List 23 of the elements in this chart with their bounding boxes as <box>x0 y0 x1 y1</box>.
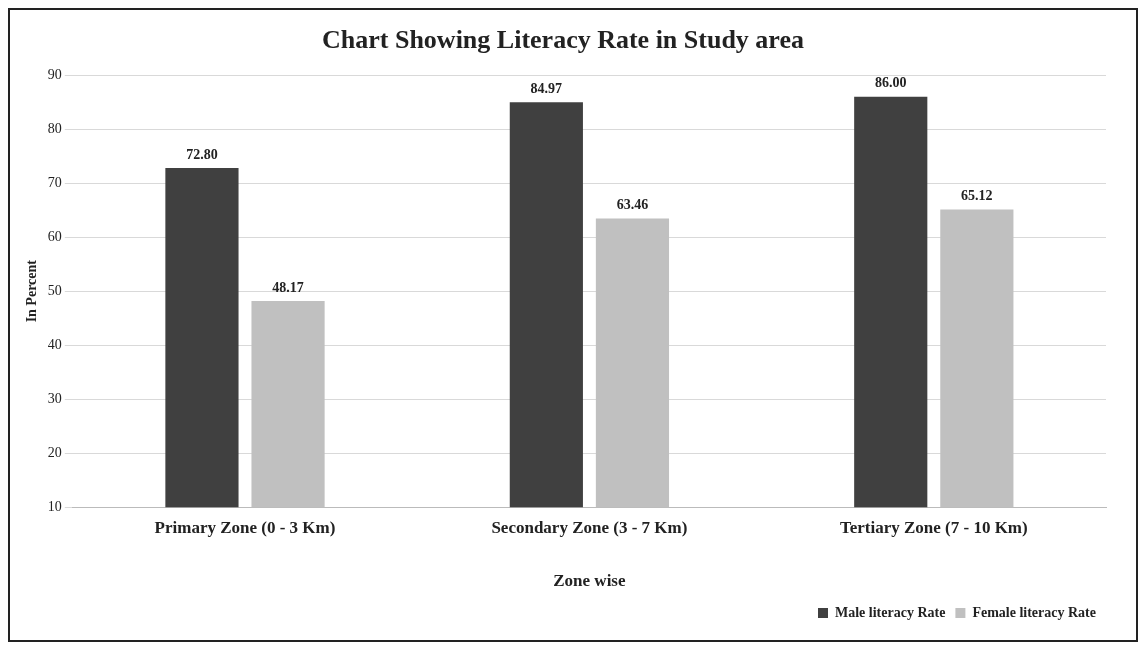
y-tick-label: 10 <box>47 498 62 514</box>
data-label: 48.17 <box>272 279 304 295</box>
y-tick-label: 30 <box>47 390 62 406</box>
x-tick-label: Primary Zone (0 - 3 Km) <box>154 517 336 537</box>
data-label: 63.46 <box>616 197 649 213</box>
y-tick-label: 50 <box>47 282 62 298</box>
y-tick-label: 90 <box>47 66 62 82</box>
data-label: 65.12 <box>961 188 993 204</box>
y-tick-label: 60 <box>47 228 62 244</box>
data-label: 84.97 <box>530 80 563 96</box>
x-tick-label: Secondary Zone (3 - 7 Km) <box>491 517 688 537</box>
x-axis-title: Zone wise <box>553 571 626 591</box>
chart-title: Chart Showing Literacy Rate in Study area <box>322 25 804 55</box>
data-label: 86.00 <box>875 75 907 91</box>
data-label: 72.80 <box>186 146 218 162</box>
y-tick-label: 40 <box>47 336 62 352</box>
y-axis-title: In Percent <box>24 259 40 323</box>
y-tick-label: 20 <box>47 444 62 460</box>
x-tick-label: Tertiary Zone (7 - 10 Km) <box>839 517 1028 537</box>
y-tick-label: 80 <box>47 120 62 136</box>
y-tick-label: 70 <box>47 174 62 190</box>
legend-label: Female literacy Rate <box>972 604 1097 620</box>
legend-label: Male literacy Rate <box>835 604 946 620</box>
